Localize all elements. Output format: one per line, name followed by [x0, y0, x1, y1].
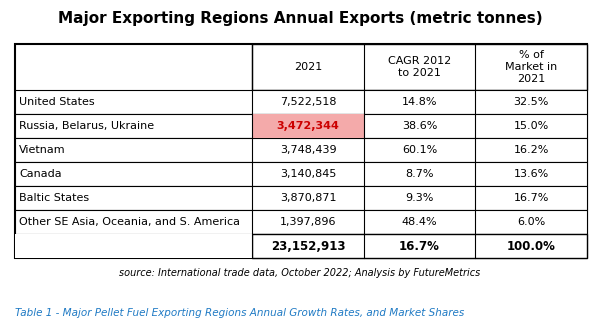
Bar [15, 210, 587, 234]
Text: 3,140,845: 3,140,845 [280, 169, 336, 179]
Bar [15, 90, 587, 114]
Bar [252, 114, 364, 138]
Text: Other SE Asia, Oceania, and S. America: Other SE Asia, Oceania, and S. America [19, 217, 240, 227]
Text: 13.6%: 13.6% [514, 169, 548, 179]
Bar [15, 186, 587, 210]
Text: 100.0%: 100.0% [506, 240, 556, 253]
Bar [15, 114, 587, 138]
Text: 48.4%: 48.4% [402, 217, 437, 227]
Text: Vietnam: Vietnam [19, 145, 66, 155]
Text: 3,748,439: 3,748,439 [280, 145, 337, 155]
Text: Canada: Canada [19, 169, 62, 179]
Text: % of
Market in
2021: % of Market in 2021 [505, 50, 557, 84]
Text: source: International trade data, October 2022; Analysis by FutureMetrics: source: International trade data, Octobe… [119, 268, 481, 278]
Text: 16.7%: 16.7% [399, 240, 440, 253]
Bar [15, 234, 252, 258]
Text: 14.8%: 14.8% [402, 97, 437, 107]
Text: Major Exporting Regions Annual Exports (metric tonnes): Major Exporting Regions Annual Exports (… [58, 11, 542, 26]
Text: 9.3%: 9.3% [406, 193, 434, 203]
Text: 23,152,913: 23,152,913 [271, 240, 345, 253]
Text: 1,397,896: 1,397,896 [280, 217, 336, 227]
Text: 38.6%: 38.6% [402, 121, 437, 131]
Text: Table 1 - Major Pellet Fuel Exporting Regions Annual Growth Rates, and Market Sh: Table 1 - Major Pellet Fuel Exporting Re… [15, 308, 464, 318]
Text: 60.1%: 60.1% [402, 145, 437, 155]
Text: 3,870,871: 3,870,871 [280, 193, 336, 203]
Text: Russia, Belarus, Ukraine: Russia, Belarus, Ukraine [19, 121, 154, 131]
Text: 3,472,344: 3,472,344 [277, 121, 340, 131]
Bar [252, 234, 587, 258]
Text: 7,522,518: 7,522,518 [280, 97, 336, 107]
Text: 8.7%: 8.7% [405, 169, 434, 179]
Text: 16.2%: 16.2% [514, 145, 549, 155]
Text: Baltic States: Baltic States [19, 193, 89, 203]
Text: United States: United States [19, 97, 95, 107]
Text: 16.7%: 16.7% [514, 193, 549, 203]
Text: 32.5%: 32.5% [514, 97, 549, 107]
Text: 15.0%: 15.0% [514, 121, 548, 131]
Text: CAGR 2012
to 2021: CAGR 2012 to 2021 [388, 56, 451, 78]
Bar [15, 138, 587, 162]
Bar [15, 162, 587, 186]
Text: 2021: 2021 [294, 62, 322, 72]
Text: 6.0%: 6.0% [517, 217, 545, 227]
